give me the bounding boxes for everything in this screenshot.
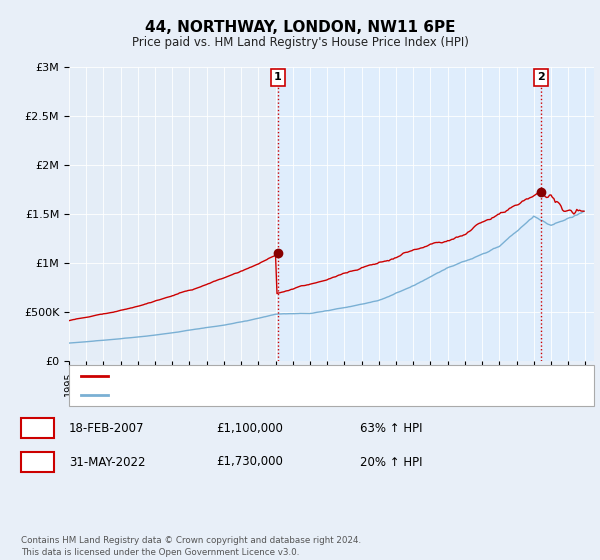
Text: Contains HM Land Registry data © Crown copyright and database right 2024.
This d: Contains HM Land Registry data © Crown c…: [21, 536, 361, 557]
Text: 31-MAY-2022: 31-MAY-2022: [69, 455, 146, 469]
Text: Price paid vs. HM Land Registry's House Price Index (HPI): Price paid vs. HM Land Registry's House …: [131, 36, 469, 49]
Text: 44, NORTHWAY, LONDON, NW11 6PE: 44, NORTHWAY, LONDON, NW11 6PE: [145, 20, 455, 35]
Text: £1,100,000: £1,100,000: [216, 422, 283, 435]
Text: 18-FEB-2007: 18-FEB-2007: [69, 422, 145, 435]
Bar: [278, 67, 600, 361]
Text: £1,730,000: £1,730,000: [216, 455, 283, 469]
Text: 20% ↑ HPI: 20% ↑ HPI: [360, 455, 422, 469]
Text: 44, NORTHWAY, LONDON, NW11 6PE (detached house): 44, NORTHWAY, LONDON, NW11 6PE (detached…: [114, 371, 415, 381]
Text: 1: 1: [274, 72, 281, 82]
Text: 2: 2: [537, 72, 545, 82]
Text: HPI: Average price, detached house, Barnet: HPI: Average price, detached house, Barn…: [114, 390, 353, 400]
Text: 63% ↑ HPI: 63% ↑ HPI: [360, 422, 422, 435]
Text: 2: 2: [34, 455, 42, 469]
Text: 1: 1: [34, 422, 42, 435]
